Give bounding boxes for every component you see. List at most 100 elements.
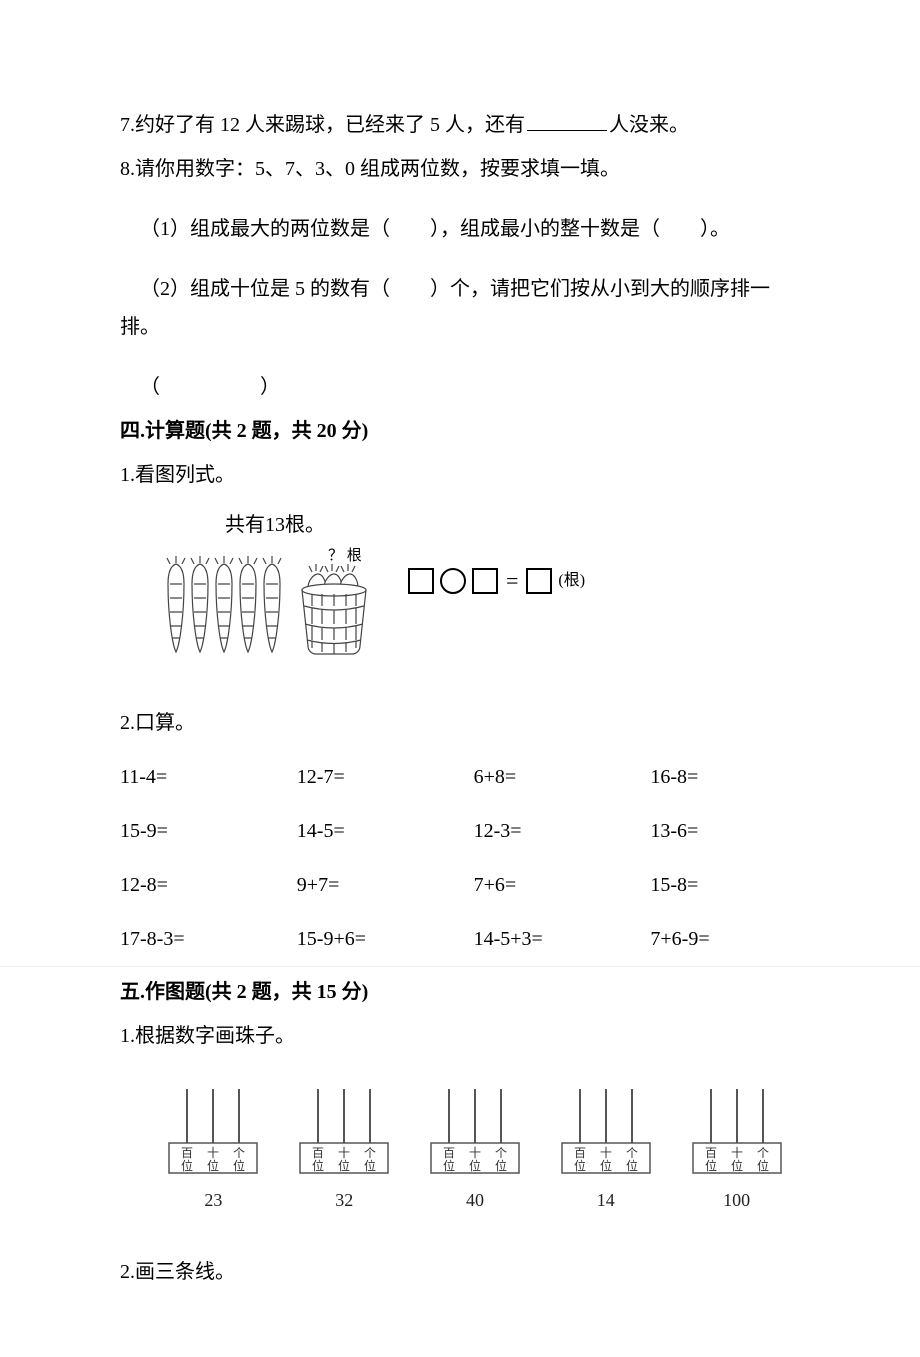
mental-math-table: 11-4=12-7=6+8=16-8=15-9=14-5=12-3=13-6=1… [120,750,800,966]
math-cell: 16-8= [650,750,800,804]
abacus-number: 23 [204,1183,222,1217]
svg-text:位: 位 [705,1158,717,1173]
spacer [120,664,800,698]
svg-text:位: 位 [364,1158,376,1173]
carrots-figure-svg: ？ 根 [160,546,390,656]
svg-text:个: 个 [495,1146,507,1160]
math-cell: 17-8-3= [120,912,297,966]
eq-box-1 [408,568,434,594]
q8-sub3: （ ） [120,368,800,406]
svg-text:百: 百 [705,1146,717,1160]
abacus-item: 百位十位个位100 [683,1083,790,1217]
page: 7.约好了有 12 人来踢球，已经来了 5 人，还有 人没来。 8.请你用数字：5… [0,0,920,1357]
svg-text:？ 根: ？ 根 [328,547,362,564]
figure-caption: 共有13根。 [225,506,325,544]
abacus-item: 百位十位个位14 [552,1083,659,1217]
eq-op-circle [440,568,466,594]
svg-text:十: 十 [207,1146,219,1160]
svg-text:位: 位 [600,1158,612,1173]
math-cell: 15-9= [120,804,297,858]
section4-title: 四.计算题(共 2 题，共 20 分) [120,412,800,450]
svg-text:个: 个 [626,1146,638,1160]
svg-text:位: 位 [338,1158,350,1173]
spacer [120,352,800,362]
math-cell: 7+6-9= [650,912,800,966]
math-cell: 7+6= [474,858,651,912]
svg-text:位: 位 [626,1158,638,1173]
math-cell: 14-5= [297,804,474,858]
svg-text:百: 百 [312,1146,324,1160]
svg-text:位: 位 [181,1158,193,1173]
equation-block: = (根) [408,560,585,602]
figure-row: 共有13根。 ？ 根 [120,506,800,656]
spacer [120,1227,800,1247]
svg-text:位: 位 [495,1158,507,1173]
svg-text:位: 位 [207,1158,219,1173]
svg-text:位: 位 [731,1158,743,1173]
abacus-number: 14 [597,1183,615,1217]
q7-prefix: 7.约好了有 12 人来踢球，已经来了 5 人，还有 [120,114,525,136]
q7: 7.约好了有 12 人来踢球，已经来了 5 人，还有 人没来。 [120,106,800,144]
eq-equals: = [506,560,518,602]
table-row: 17-8-3=15-9+6=14-5+3=7+6-9= [120,912,800,966]
abacus-svg: 百位十位个位 [687,1083,787,1179]
svg-text:位: 位 [443,1158,455,1173]
eq-unit: (根) [558,566,585,596]
abacus-item: 百位十位个位32 [291,1083,398,1217]
abacus-item: 百位十位个位40 [422,1083,529,1217]
abacus-number: 100 [723,1183,750,1217]
svg-text:百: 百 [574,1146,586,1160]
svg-text:位: 位 [312,1158,324,1173]
math-cell: 15-9+6= [297,912,474,966]
abacus-item: 百位十位个位23 [160,1083,267,1217]
q8-line: 8.请你用数字：5、7、3、0 组成两位数，按要求填一填。 [120,150,800,188]
table-row: 15-9=14-5=12-3=13-6= [120,804,800,858]
math-cell: 9+7= [297,858,474,912]
abacus-svg: 百位十位个位 [425,1083,525,1179]
math-cell: 15-8= [650,858,800,912]
sec4-q2-label: 2.口算。 [120,704,800,742]
svg-text:位: 位 [574,1158,586,1173]
abacus-number: 32 [335,1183,353,1217]
svg-text:位: 位 [757,1158,769,1173]
svg-text:个: 个 [757,1146,769,1160]
svg-text:个: 个 [364,1146,376,1160]
q7-suffix: 人没来。 [609,114,689,136]
eq-box-3 [526,568,552,594]
svg-text:十: 十 [338,1146,350,1160]
q8-sub1: （1）组成最大的两位数是（ ），组成最小的整十数是（ ）。 [120,210,800,248]
sec5-q2-label: 2.画三条线。 [120,1253,800,1291]
math-cell: 12-7= [297,750,474,804]
svg-text:十: 十 [731,1146,743,1160]
abacus-svg: 百位十位个位 [556,1083,656,1179]
table-row: 11-4=12-7=6+8=16-8= [120,750,800,804]
table-row: 12-8=9+7=7+6=15-8= [120,858,800,912]
svg-text:百: 百 [443,1146,455,1160]
q8-sub2: （2）组成十位是 5 的数有（ ）个，请把它们按从小到大的顺序排一排。 [120,270,800,346]
q7-blank [527,110,607,131]
svg-text:十: 十 [600,1146,612,1160]
math-cell: 12-8= [120,858,297,912]
eq-box-2 [472,568,498,594]
math-cell: 6+8= [474,750,651,804]
doc-divider [120,966,800,967]
svg-text:位: 位 [469,1158,481,1173]
sec4-q1-label: 1.看图列式。 [120,456,800,494]
carrots-block: 共有13根。 ？ 根 [160,506,390,656]
math-cell: 12-3= [474,804,651,858]
spacer [120,194,800,204]
svg-text:百: 百 [181,1146,193,1160]
abacus-row: 百位十位个位23百位十位个位32百位十位个位40百位十位个位14百位十位个位10… [160,1083,790,1217]
svg-text:位: 位 [233,1158,245,1173]
abacus-number: 40 [466,1183,484,1217]
math-cell: 14-5+3= [474,912,651,966]
spacer [120,254,800,264]
math-cell: 11-4= [120,750,297,804]
svg-text:十: 十 [469,1146,481,1160]
abacus-svg: 百位十位个位 [294,1083,394,1179]
sec5-q1-label: 1.根据数字画珠子。 [120,1017,800,1055]
svg-text:个: 个 [233,1146,245,1160]
abacus-svg: 百位十位个位 [163,1083,263,1179]
section5-title: 五.作图题(共 2 题，共 15 分) [120,973,800,1011]
math-cell: 13-6= [650,804,800,858]
